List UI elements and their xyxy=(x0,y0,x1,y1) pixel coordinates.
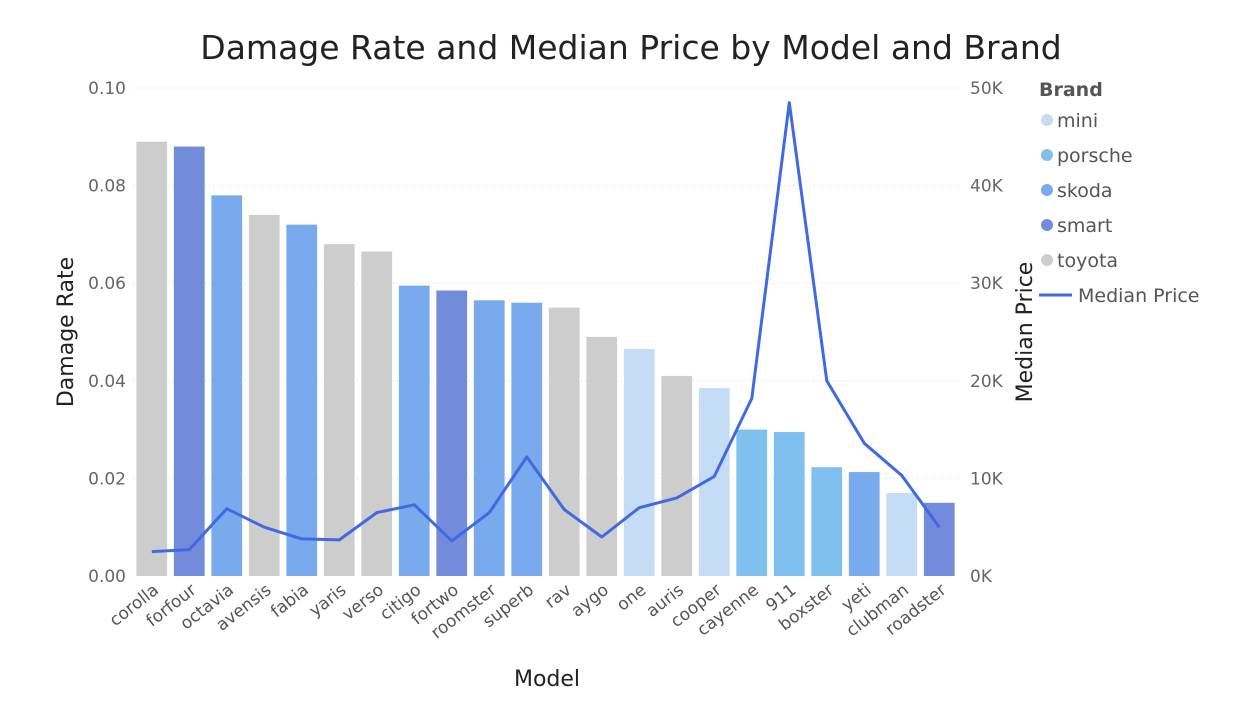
bar[interactable] xyxy=(323,244,355,576)
bars xyxy=(136,141,955,577)
chart-title: Damage Rate and Median Price by Model an… xyxy=(200,28,1062,67)
bar[interactable] xyxy=(136,141,168,576)
x-tick-label: verso xyxy=(339,580,388,625)
legend-item-label: porsche xyxy=(1057,145,1133,167)
legend-marker xyxy=(1041,184,1053,196)
legend-title: Brand xyxy=(1039,79,1103,101)
y-right-tick-label: 40K xyxy=(970,177,1004,197)
y-right-tick-label: 50K xyxy=(970,79,1004,99)
legend-item-label: smart xyxy=(1057,215,1112,237)
bar[interactable] xyxy=(398,285,430,576)
y-right-tick-label: 0K xyxy=(970,567,993,587)
bar[interactable] xyxy=(248,214,280,576)
x-tick-label: aygo xyxy=(568,580,613,621)
x-axis: corollaforfouroctaviaavensisfabiayarisve… xyxy=(106,580,950,643)
y-right-tick-label: 10K xyxy=(970,469,1004,489)
bar[interactable] xyxy=(848,472,880,576)
y-axis-right-label: Median Price xyxy=(1013,262,1038,403)
x-axis-label: Model xyxy=(514,667,580,692)
y-tick-label: 0.10 xyxy=(88,79,126,99)
legend-item-label: skoda xyxy=(1057,180,1113,202)
bar[interactable] xyxy=(661,375,693,576)
legend-marker xyxy=(1041,114,1053,126)
y-tick-label: 0.02 xyxy=(88,469,126,489)
legend-line-label: Median Price xyxy=(1078,285,1200,307)
bar[interactable] xyxy=(473,300,505,576)
y-axis-label: Damage Rate xyxy=(54,257,79,407)
y-tick-label: 0.04 xyxy=(88,372,126,392)
legend-item-label: toyota xyxy=(1057,250,1118,272)
y-tick-label: 0.06 xyxy=(88,274,126,294)
gridlines xyxy=(133,87,958,479)
bar[interactable] xyxy=(773,432,805,576)
legend-marker xyxy=(1041,254,1053,266)
bar[interactable] xyxy=(811,467,843,576)
x-tick-label: fabia xyxy=(267,580,313,622)
bar[interactable] xyxy=(361,251,393,577)
bar[interactable] xyxy=(586,336,618,576)
y-right-tick-label: 30K xyxy=(970,274,1004,294)
bar[interactable] xyxy=(173,146,205,576)
y-axis-right: 0K 10K 20K 30K 40K 50K xyxy=(970,79,1004,587)
bar[interactable] xyxy=(736,429,768,576)
y-tick-label: 0.08 xyxy=(88,177,126,197)
bar[interactable] xyxy=(886,493,918,576)
legend-item-label: mini xyxy=(1057,110,1098,132)
legend-marker xyxy=(1041,219,1053,231)
bar[interactable] xyxy=(286,224,318,576)
price-line xyxy=(151,101,941,554)
y-tick-label: 0.00 xyxy=(88,567,126,587)
axis-labels: Model Damage Rate Median Price xyxy=(54,257,1038,692)
legend-marker xyxy=(1041,149,1053,161)
y-axis-left: 0.00 0.02 0.04 0.06 0.08 0.10 xyxy=(88,79,126,587)
bar[interactable] xyxy=(548,307,580,576)
median-price-line[interactable] xyxy=(151,101,941,554)
y-right-tick-label: 20K xyxy=(970,372,1004,392)
bar[interactable] xyxy=(511,302,543,576)
bar[interactable] xyxy=(436,290,468,576)
bar[interactable] xyxy=(623,349,655,576)
legend: Brand mini porsche skoda smart toyota Median P… xyxy=(1039,79,1200,307)
